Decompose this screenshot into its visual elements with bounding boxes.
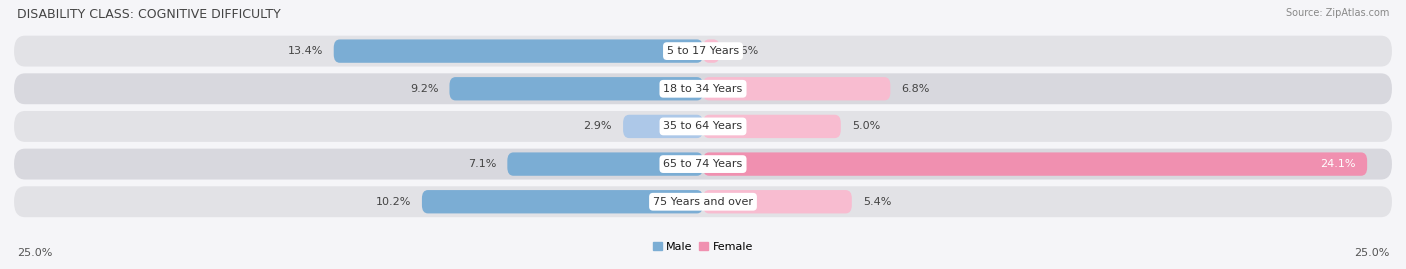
Text: 2.9%: 2.9% (583, 121, 612, 132)
FancyBboxPatch shape (703, 115, 841, 138)
FancyBboxPatch shape (508, 153, 703, 176)
FancyBboxPatch shape (14, 36, 1392, 66)
Text: 24.1%: 24.1% (1320, 159, 1357, 169)
FancyBboxPatch shape (623, 115, 703, 138)
Text: DISABILITY CLASS: COGNITIVE DIFFICULTY: DISABILITY CLASS: COGNITIVE DIFFICULTY (17, 8, 281, 21)
Text: 13.4%: 13.4% (287, 46, 323, 56)
Text: 5.0%: 5.0% (852, 121, 880, 132)
Text: 75 Years and over: 75 Years and over (652, 197, 754, 207)
FancyBboxPatch shape (14, 149, 1392, 179)
Text: 5 to 17 Years: 5 to 17 Years (666, 46, 740, 56)
Text: 25.0%: 25.0% (1354, 248, 1389, 258)
FancyBboxPatch shape (14, 73, 1392, 104)
Text: 25.0%: 25.0% (17, 248, 52, 258)
FancyBboxPatch shape (14, 111, 1392, 142)
Text: 7.1%: 7.1% (468, 159, 496, 169)
Text: 0.6%: 0.6% (731, 46, 759, 56)
Text: 18 to 34 Years: 18 to 34 Years (664, 84, 742, 94)
Text: 10.2%: 10.2% (375, 197, 411, 207)
Text: 6.8%: 6.8% (901, 84, 929, 94)
Text: 9.2%: 9.2% (411, 84, 439, 94)
FancyBboxPatch shape (703, 153, 1367, 176)
Text: Source: ZipAtlas.com: Source: ZipAtlas.com (1285, 8, 1389, 18)
Legend: Male, Female: Male, Female (648, 238, 758, 256)
FancyBboxPatch shape (333, 40, 703, 63)
FancyBboxPatch shape (450, 77, 703, 100)
FancyBboxPatch shape (703, 40, 720, 63)
Text: 65 to 74 Years: 65 to 74 Years (664, 159, 742, 169)
FancyBboxPatch shape (14, 186, 1392, 217)
FancyBboxPatch shape (422, 190, 703, 213)
FancyBboxPatch shape (703, 77, 890, 100)
FancyBboxPatch shape (703, 190, 852, 213)
Text: 5.4%: 5.4% (863, 197, 891, 207)
Text: 35 to 64 Years: 35 to 64 Years (664, 121, 742, 132)
